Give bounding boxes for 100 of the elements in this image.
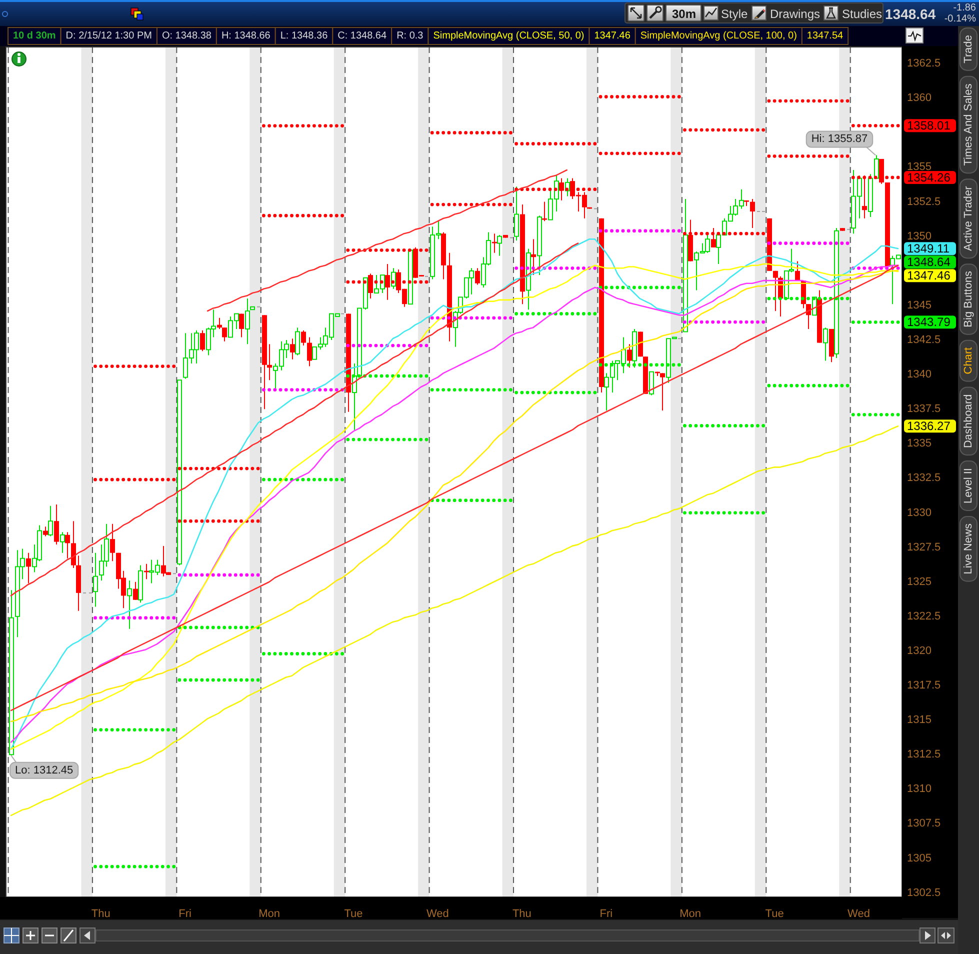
candlestick bbox=[627, 344, 632, 368]
candlestick bbox=[307, 336, 312, 367]
y-tick-label: 1352.5 bbox=[907, 196, 941, 208]
data-label: 1358.01 bbox=[907, 118, 951, 133]
candlestick bbox=[492, 233, 497, 254]
annotation: Hi: 1355.87 bbox=[811, 133, 868, 146]
y-tick-label: 1317.5 bbox=[907, 680, 941, 692]
candlestick bbox=[823, 327, 828, 362]
candlestick bbox=[127, 580, 132, 630]
y-tick-label: 1315 bbox=[907, 714, 932, 726]
y-tick-label: 1320 bbox=[907, 644, 932, 657]
x-tick-label: Fri bbox=[600, 908, 613, 920]
candlestick bbox=[71, 520, 76, 569]
candlestick bbox=[245, 298, 250, 345]
annotation: Lo: 1312.45 bbox=[15, 764, 74, 776]
text: Drawings bbox=[770, 7, 820, 21]
y-tick-label: 1322.5 bbox=[907, 610, 941, 622]
x-tick-label: Thu bbox=[512, 908, 532, 920]
candlestick bbox=[26, 552, 31, 584]
candlestick bbox=[497, 234, 502, 256]
y-tick-label: 1332.5 bbox=[907, 472, 941, 484]
text: C: 1348.64 bbox=[338, 30, 388, 42]
text: -1.86 bbox=[953, 2, 976, 14]
data-label: 1343.79 bbox=[907, 315, 951, 330]
candlestick bbox=[133, 581, 138, 600]
text: D: 2/15/12 1:30 PM bbox=[66, 30, 152, 42]
candlestick bbox=[65, 532, 70, 559]
candlestick bbox=[290, 338, 295, 360]
text: Style bbox=[721, 7, 748, 21]
text: -0.14% bbox=[944, 14, 976, 24]
text: L: 1348.36 bbox=[280, 30, 328, 42]
x-tick-label: Mon bbox=[680, 908, 702, 920]
y-tick-label: 1350 bbox=[907, 230, 932, 242]
text: Level II bbox=[962, 468, 974, 504]
y-tick-label: 1330 bbox=[907, 506, 932, 519]
y-tick-label: 1360 bbox=[907, 92, 932, 104]
text: Live News bbox=[962, 523, 974, 574]
data-label: 1336.27 bbox=[907, 419, 951, 434]
y-tick-label: 1335 bbox=[907, 438, 932, 450]
text: R: 0.3 bbox=[396, 30, 424, 42]
y-tick-label: 1325 bbox=[907, 576, 932, 588]
text: 10 d 30m bbox=[13, 30, 56, 42]
x-tick-label: Mon bbox=[258, 908, 280, 920]
candlestick bbox=[222, 327, 227, 342]
line-series bbox=[10, 242, 579, 596]
candlestick bbox=[60, 532, 65, 554]
x-tick-label: Tue bbox=[344, 908, 363, 920]
candlestick bbox=[862, 175, 867, 219]
candlestick bbox=[239, 313, 244, 338]
text: 1347.46 bbox=[594, 30, 631, 42]
candlestick bbox=[660, 372, 665, 411]
candlestick bbox=[93, 552, 98, 608]
candlestick bbox=[217, 317, 222, 330]
x-tick-label: Fri bbox=[178, 908, 192, 920]
candlestick bbox=[9, 590, 14, 756]
candlestick bbox=[301, 330, 306, 346]
x-tick-label: Thu bbox=[91, 908, 110, 920]
line-series bbox=[10, 425, 899, 816]
candlestick bbox=[526, 248, 531, 310]
candlestick bbox=[110, 523, 115, 562]
candlestick bbox=[267, 344, 272, 381]
text: SimpleMovingAvg (CLOSE, 50, 0) bbox=[433, 30, 584, 42]
candlestick bbox=[795, 260, 800, 282]
candlestick bbox=[632, 328, 637, 368]
y-tick-label: 1312.5 bbox=[907, 748, 941, 761]
y-tick-label: 1337.5 bbox=[907, 403, 941, 416]
y-tick-label: 1305 bbox=[907, 852, 932, 864]
y-tick-label: 1310 bbox=[907, 783, 932, 796]
text: Active Trader bbox=[962, 186, 974, 251]
candlestick bbox=[54, 504, 59, 546]
text: 1348.64 bbox=[907, 255, 951, 270]
candlestick bbox=[48, 505, 53, 537]
data-label: 1349.11 bbox=[907, 242, 950, 256]
text: O: 1348.38 bbox=[162, 30, 212, 42]
candlestick bbox=[531, 238, 536, 276]
text: Studies bbox=[842, 7, 882, 21]
text: 1347.54 bbox=[806, 30, 844, 42]
candlestick bbox=[773, 270, 778, 312]
text: 1348.64 bbox=[885, 6, 936, 22]
text: SimpleMovingAvg (CLOSE, 100, 0) bbox=[640, 30, 797, 42]
text: Times And Sales bbox=[962, 83, 974, 166]
x-tick-label: Wed bbox=[426, 908, 449, 920]
candlestick bbox=[200, 330, 205, 352]
y-tick-label: 1307.5 bbox=[907, 818, 941, 830]
text: Trade bbox=[962, 35, 974, 64]
text: Big Buttons bbox=[962, 270, 974, 328]
y-tick-label: 1362.5 bbox=[907, 58, 941, 70]
y-tick-label: 1327.5 bbox=[907, 541, 941, 554]
candlestick bbox=[750, 198, 755, 229]
candlestick bbox=[475, 268, 480, 286]
text: H: 1348.66 bbox=[221, 30, 271, 42]
y-tick-label: 1342.5 bbox=[907, 334, 941, 346]
text: Chart bbox=[962, 347, 974, 374]
y-tick-label: 1340 bbox=[907, 368, 932, 381]
line-series bbox=[206, 169, 568, 312]
y-tick-label: 1302.5 bbox=[907, 886, 941, 899]
y-tick-label: 1345 bbox=[907, 299, 932, 312]
data-label: 1347.46 bbox=[907, 268, 951, 283]
x-tick-label: Wed bbox=[848, 908, 870, 920]
x-tick-label: Tue bbox=[765, 908, 784, 920]
